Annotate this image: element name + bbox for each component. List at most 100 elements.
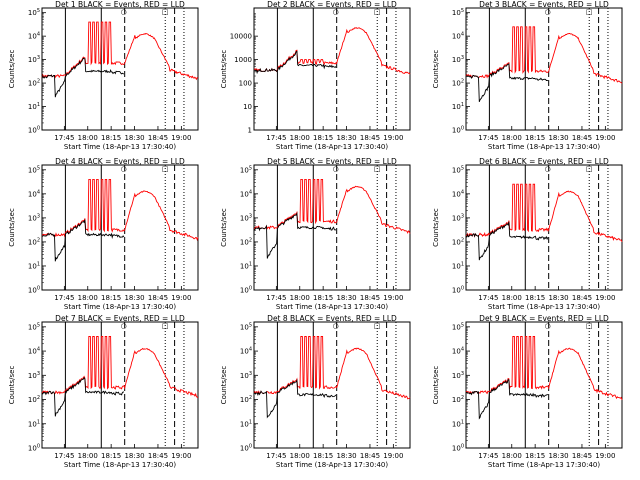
- y-tick-label: 102: [452, 79, 464, 88]
- x-axis-label: Start Time (18-Apr-13 17:30:40): [64, 461, 176, 469]
- y-tick-label: 104: [240, 189, 252, 198]
- series-events-black: [253, 211, 337, 259]
- y-axis-label: Counts/sec: [8, 50, 16, 89]
- panel-det-6: Det 6 BLACK = Events, RED = LLD 100 101 102…: [432, 157, 623, 311]
- square-symbol: □: [586, 322, 593, 330]
- y-axis-label: Counts/sec: [220, 366, 228, 405]
- y-axis-label: Counts/sec: [432, 208, 440, 247]
- series-lld-red: [253, 178, 411, 234]
- series-lld-red: [465, 336, 623, 401]
- square-symbol: □: [162, 322, 169, 330]
- x-tick-label: 17:45: [266, 452, 286, 460]
- y-tick-label: 101: [240, 419, 252, 428]
- circle-symbol: ○: [545, 8, 551, 16]
- x-axis-label: Start Time (18-Apr-13 17:30:40): [276, 303, 388, 311]
- y-tick-label: 101: [452, 102, 464, 111]
- x-tick-label: 18:45: [360, 452, 380, 460]
- x-tick-label: 18:15: [525, 294, 545, 302]
- x-tick-label: 18:15: [101, 452, 121, 460]
- y-tick-label: 101: [240, 261, 252, 270]
- y-tick-label: 103: [452, 213, 464, 222]
- y-tick-label: 104: [452, 347, 464, 356]
- y-tick-label: 104: [28, 347, 40, 356]
- x-tick-label: 18:00: [290, 452, 310, 460]
- y-tick-label: 105: [28, 165, 40, 174]
- panel-title: Det 7 BLACK = Events, RED = LLD: [55, 314, 185, 323]
- x-tick-label: 18:00: [502, 452, 522, 460]
- y-tick-label: 103: [240, 371, 252, 380]
- circle-symbol: ○: [333, 8, 339, 16]
- y-tick-label: 100: [28, 444, 40, 453]
- x-axis-label: Start Time (18-Apr-13 17:30:40): [64, 143, 176, 151]
- x-tick-label: 19:00: [595, 134, 615, 142]
- y-axis-label: Counts/sec: [432, 366, 440, 405]
- y-tick-label: 102: [452, 395, 464, 404]
- panel-title: Det 5 BLACK = Events, RED = LLD: [267, 157, 397, 166]
- panel-det-5: Det 5 BLACK = Events, RED = LLD 100 101 102…: [220, 157, 411, 311]
- x-tick-label: 18:45: [572, 452, 592, 460]
- x-tick-label: 18:30: [548, 134, 568, 142]
- x-tick-label: 19:00: [383, 452, 403, 460]
- x-tick-label: 18:30: [336, 452, 356, 460]
- y-tick-label: 102: [240, 237, 252, 246]
- square-symbol: □: [162, 8, 169, 16]
- panel-det-8: Det 8 BLACK = Events, RED = LLD 100 101 102…: [220, 314, 411, 469]
- square-symbol: □: [374, 322, 381, 330]
- x-tick-label: 18:00: [502, 294, 522, 302]
- panel-title: Det 8 BLACK = Events, RED = LLD: [267, 314, 397, 323]
- circle-symbol: ○: [121, 165, 127, 173]
- y-tick-label: 102: [28, 79, 40, 88]
- x-tick-label: 18:30: [124, 134, 144, 142]
- x-tick-label: 18:30: [124, 452, 144, 460]
- circle-symbol: ○: [545, 165, 551, 173]
- x-tick-label: 18:45: [148, 134, 168, 142]
- x-tick-label: 19:00: [595, 294, 615, 302]
- x-axis-label: Start Time (18-Apr-13 17:30:40): [276, 143, 388, 151]
- x-tick-label: 18:45: [360, 294, 380, 302]
- panel-det-4: Det 4 BLACK = Events, RED = LLD 100 101 102…: [8, 157, 199, 311]
- x-axis-label: Start Time (18-Apr-13 17:30:40): [488, 461, 600, 469]
- x-tick-label: 17:45: [266, 294, 286, 302]
- panel-title: Det 3 BLACK = Events, RED = LLD: [479, 0, 609, 9]
- series-events-black: [465, 63, 549, 103]
- y-tick-label: 103: [28, 371, 40, 380]
- x-tick-label: 18:45: [572, 134, 592, 142]
- y-tick-label: 100: [452, 444, 464, 453]
- panel-det-3: Det 3 BLACK = Events, RED = LLD 100 101 102…: [432, 0, 623, 151]
- x-tick-label: 18:15: [101, 294, 121, 302]
- x-tick-label: 18:00: [290, 294, 310, 302]
- square-symbol: □: [374, 165, 381, 173]
- x-tick-label: 19:00: [171, 452, 191, 460]
- y-tick-label: 100: [28, 286, 40, 295]
- y-tick-label: 104: [452, 32, 464, 41]
- y-tick-label: 105: [452, 165, 464, 174]
- x-tick-label: 19:00: [595, 452, 615, 460]
- x-tick-label: 17:45: [478, 134, 498, 142]
- y-tick-label: 104: [28, 189, 40, 198]
- x-axis-label: Start Time (18-Apr-13 17:30:40): [64, 303, 176, 311]
- circle-symbol: ○: [121, 322, 127, 330]
- y-tick-label: 105: [28, 322, 40, 331]
- x-tick-label: 19:00: [171, 294, 191, 302]
- circle-symbol: ○: [545, 322, 551, 330]
- x-tick-label: 17:45: [54, 134, 74, 142]
- y-tick-label: 102: [240, 395, 252, 404]
- y-tick-label: 100: [452, 286, 464, 295]
- y-tick-label: 104: [452, 189, 464, 198]
- square-symbol: □: [586, 8, 593, 16]
- x-tick-label: 17:45: [478, 294, 498, 302]
- y-tick-label: 101: [28, 261, 40, 270]
- x-tick-label: 18:45: [360, 134, 380, 142]
- series-lld-red: [41, 336, 199, 398]
- y-tick-label: 105: [28, 8, 40, 17]
- x-axis-label: Start Time (18-Apr-13 17:30:40): [488, 303, 600, 311]
- series-events-black: [253, 378, 337, 419]
- series-events-black: [254, 50, 337, 75]
- y-tick-label: 105: [240, 322, 252, 331]
- y-tick-label: 1000: [234, 56, 252, 64]
- y-tick-label: 102: [28, 237, 40, 246]
- x-axis-label: Start Time (18-Apr-13 17:30:40): [276, 461, 388, 469]
- y-tick-label: 103: [28, 55, 40, 64]
- x-tick-label: 18:15: [101, 134, 121, 142]
- y-tick-label: 105: [452, 8, 464, 17]
